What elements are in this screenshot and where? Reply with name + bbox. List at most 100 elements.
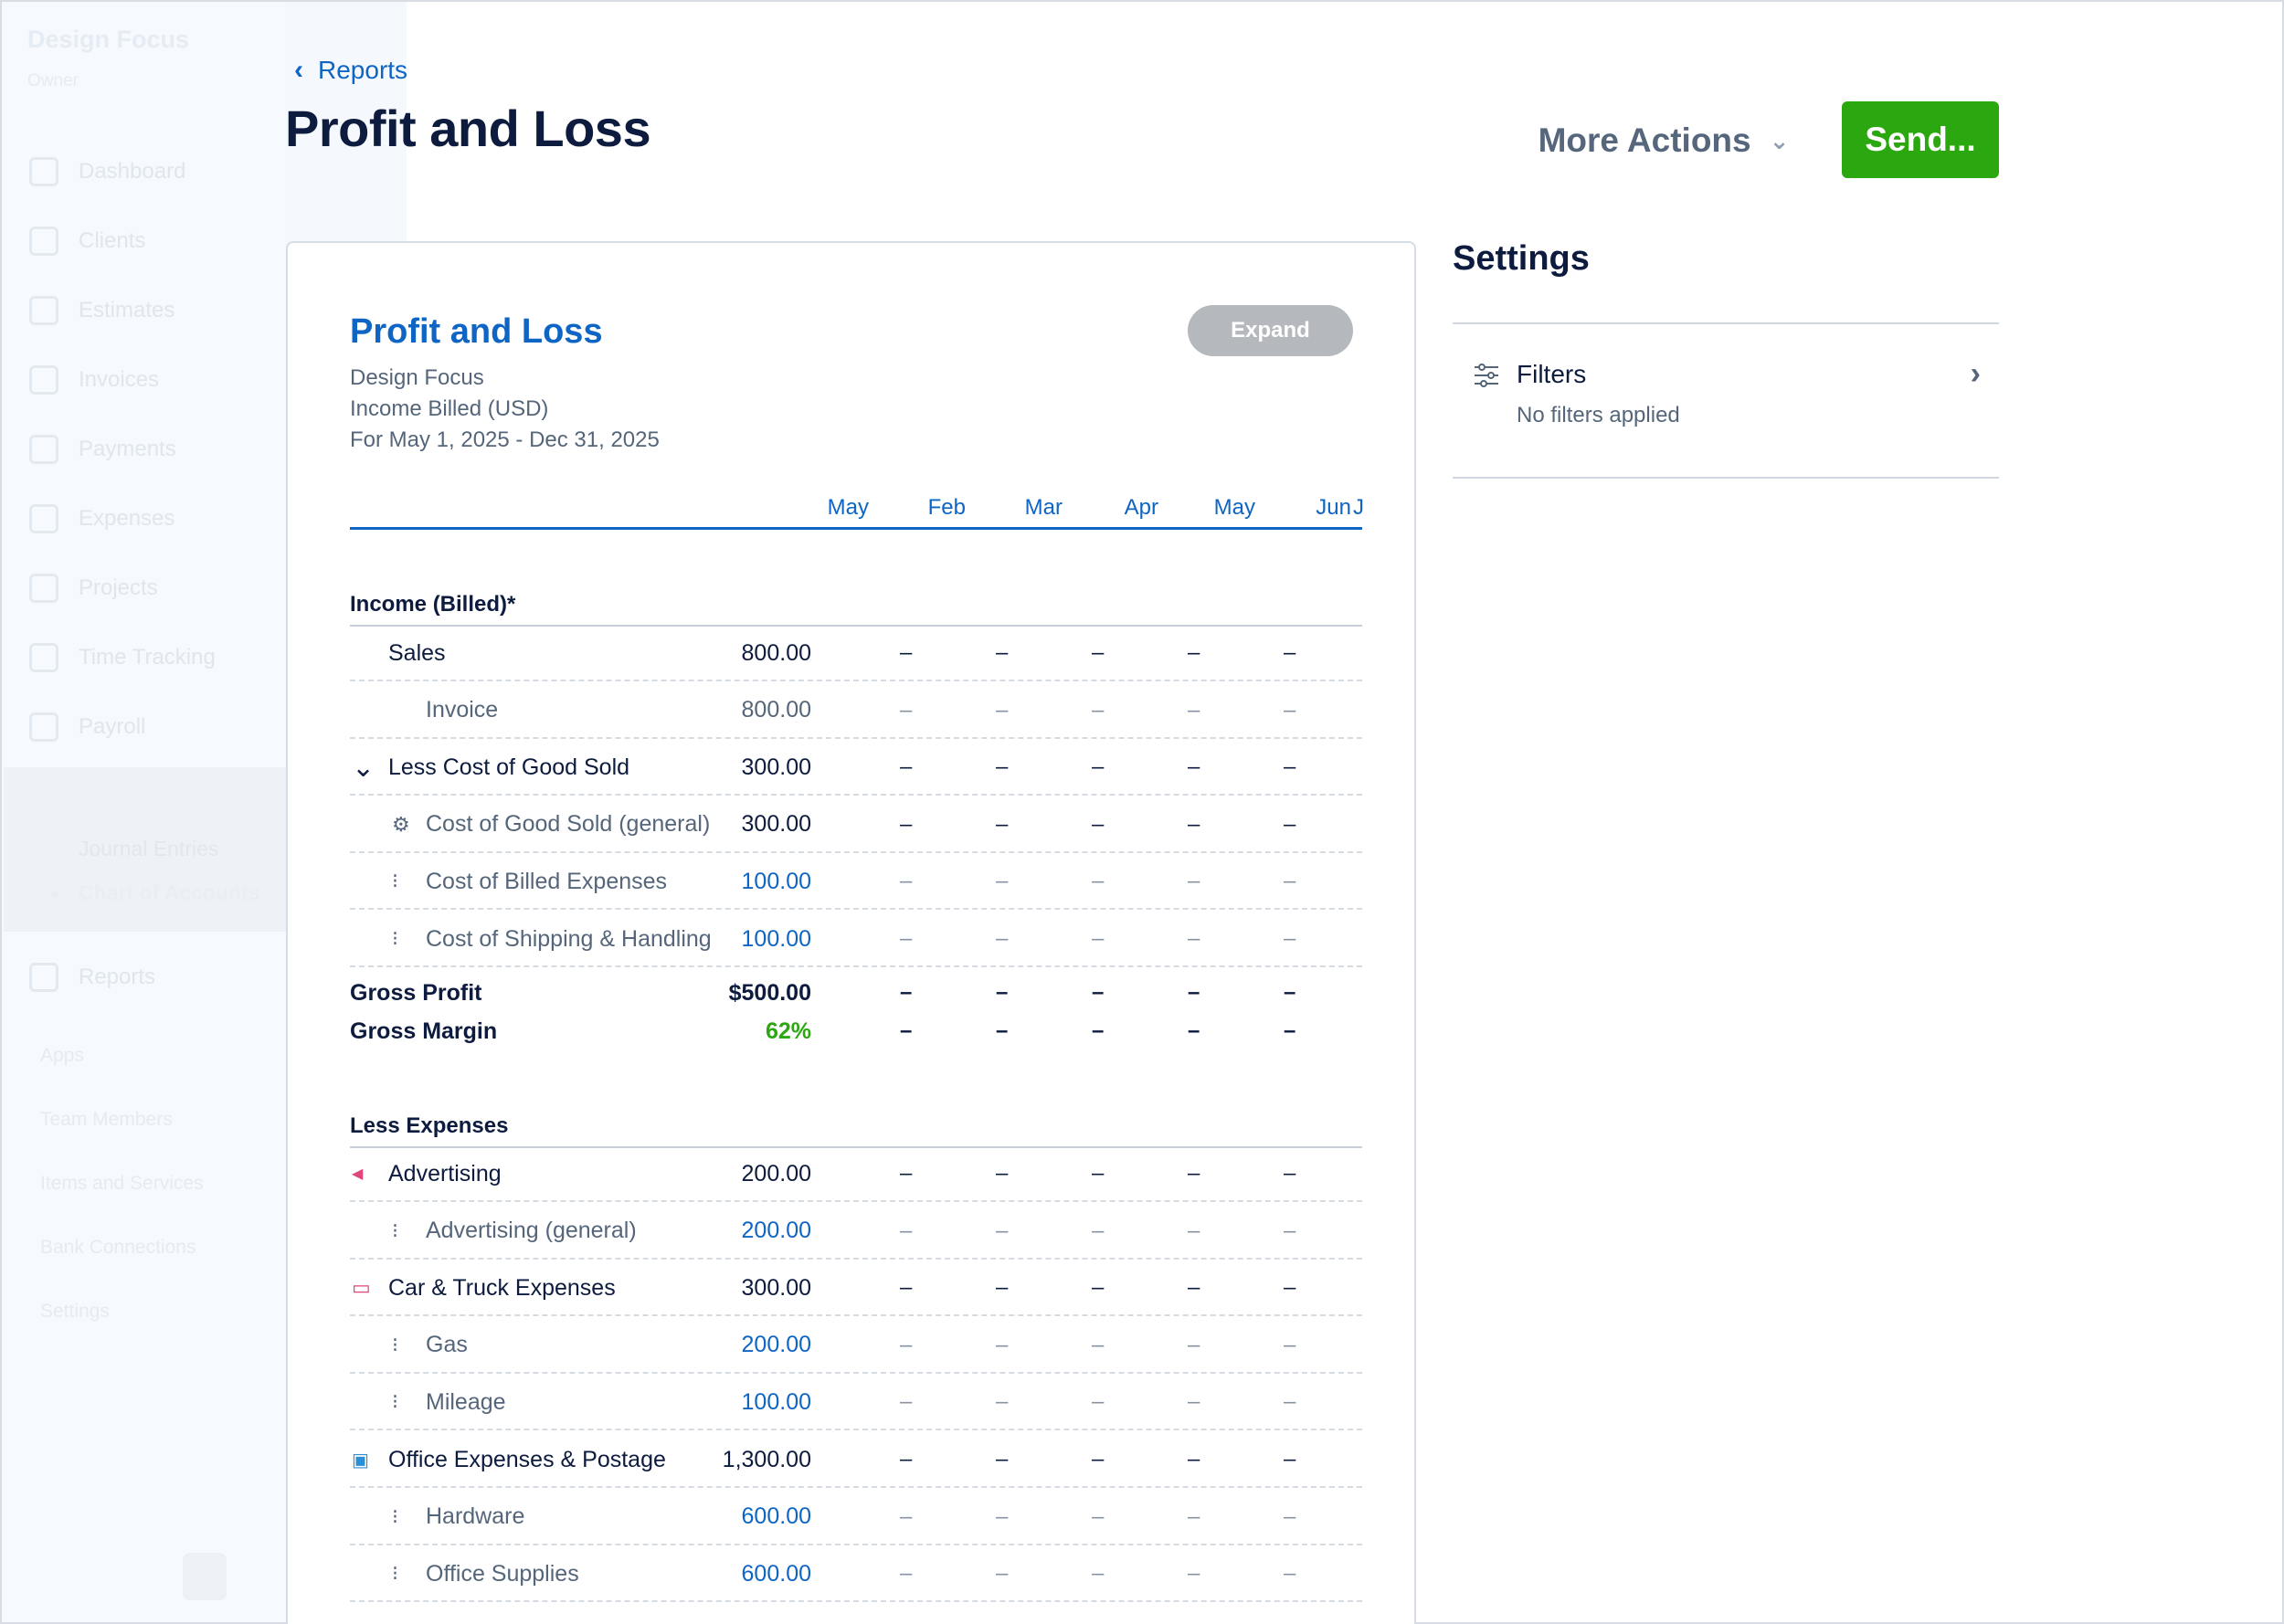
more-actions-label: More Actions xyxy=(1538,121,1751,159)
column-header[interactable]: Apr xyxy=(1124,495,1158,520)
empty-cell-dash: – xyxy=(996,926,1009,951)
column-header[interactable]: May xyxy=(1213,495,1255,520)
report-row: ⁝ Cost of Shipping & Handling 100.00 – – – – – xyxy=(350,911,1362,967)
row-label: Mileage xyxy=(426,1388,506,1415)
row-total-value[interactable]: 600.00 xyxy=(741,1560,811,1587)
empty-cell-dash: – xyxy=(1284,1332,1296,1357)
report-row: ⁝ Mileage 100.00 – – – – – xyxy=(350,1374,1362,1431)
row-label: Less Cost of Good Sold xyxy=(388,754,630,780)
report-row: ⁝ Hardware 600.00 – – – – – xyxy=(350,1489,1362,1545)
sidebar-subitem-journal-entries[interactable]: Journal Entries xyxy=(79,837,219,860)
filters-row[interactable]: Filters No filters applied › xyxy=(1453,345,1999,455)
empty-cell-dash: – xyxy=(1284,1503,1296,1529)
column-header[interactable]: Feb xyxy=(927,495,966,520)
empty-cell-dash: – xyxy=(1188,1161,1200,1186)
empty-cell-dash: – xyxy=(1092,1332,1105,1357)
row-total-value[interactable]: 100.00 xyxy=(741,868,811,894)
column-header[interactable]: Jun xyxy=(1316,495,1351,520)
sidebar-link-team-members[interactable]: Team Members xyxy=(40,1109,173,1130)
empty-cell-dash: – xyxy=(900,926,913,951)
sidebar-item-clients[interactable]: Clients xyxy=(29,223,145,259)
empty-cell-dash: – xyxy=(900,640,913,665)
empty-cell-dash: – xyxy=(900,1161,913,1186)
report-company: Design Focus xyxy=(350,365,484,390)
sidebar-item-payments[interactable]: Payments xyxy=(29,431,176,468)
sidebar-item-invoices[interactable]: Invoices xyxy=(29,362,159,398)
row-total-value[interactable]: 100.00 xyxy=(741,1388,811,1415)
report-row: ⚙ Cost of Good Sold (general) 300.00 – – – – – xyxy=(350,796,1362,853)
report-row: Invoice 800.00 – – – – – xyxy=(350,682,1362,739)
row-total-value: 300.00 xyxy=(741,1274,811,1301)
row-total-value[interactable]: 600.00 xyxy=(741,1503,811,1530)
divider xyxy=(1453,322,1999,324)
section-expenses-label: Less Expenses xyxy=(350,1113,509,1138)
gross-margin-row: Gross Margin 62% – – – – – xyxy=(350,1012,1362,1050)
empty-cell-dash: – xyxy=(1092,869,1105,894)
sidebar-subitem-chart-of-accounts[interactable]: Chart of Accounts xyxy=(79,881,260,904)
sidebar-item-reports[interactable]: Reports xyxy=(29,959,155,996)
row-total-value[interactable]: 100.00 xyxy=(741,925,811,952)
column-header[interactable]: May xyxy=(827,495,869,520)
chevron-down-icon[interactable]: ⌄ xyxy=(352,752,375,783)
empty-cell-dash: – xyxy=(1188,1218,1200,1243)
chevron-left-icon: ‹ xyxy=(294,55,303,85)
sidebar-link-settings[interactable]: Settings xyxy=(40,1301,110,1322)
page-title: Profit and Loss xyxy=(285,100,651,157)
empty-cell-dash: – xyxy=(900,1275,913,1301)
empty-cell-dash: – xyxy=(1092,926,1105,951)
column-header[interactable]: Mar xyxy=(1024,495,1063,520)
row-total-value[interactable]: 200.00 xyxy=(741,1218,811,1244)
empty-cell-dash: – xyxy=(900,1332,913,1357)
column-header[interactable]: J xyxy=(1353,495,1364,520)
gross-margin-value: 62% xyxy=(765,1018,811,1044)
dashboard-icon xyxy=(29,157,58,186)
report-title: Profit and Loss xyxy=(350,312,603,351)
empty-cell-dash: – xyxy=(1092,1018,1105,1043)
empty-cell-dash: – xyxy=(1092,1503,1105,1529)
sidebar-company-name[interactable]: Design Focus xyxy=(27,26,190,53)
empty-cell-dash: – xyxy=(1092,697,1105,722)
row-label: Advertising xyxy=(388,1160,502,1186)
empty-cell-dash: – xyxy=(1092,1218,1105,1243)
sidebar-item-time-tracking[interactable]: Time Tracking xyxy=(29,639,216,676)
freshbooks-logo xyxy=(183,1553,227,1600)
report-row: ⁝ Gas 200.00 – – – – – xyxy=(350,1317,1362,1374)
empty-cell-dash: – xyxy=(1284,754,1296,780)
gross-profit-value: $500.00 xyxy=(728,979,811,1006)
back-to-reports-link[interactable]: ‹ Reports xyxy=(294,55,407,86)
sidebar-item-projects[interactable]: Projects xyxy=(29,570,158,606)
empty-cell-dash: – xyxy=(900,1018,913,1043)
send-button[interactable]: Send... xyxy=(1842,101,1999,178)
empty-cell-dash: – xyxy=(900,1447,913,1471)
sidebar-link-apps[interactable]: Apps xyxy=(40,1045,84,1066)
row-total-value: 200.00 xyxy=(741,1160,811,1186)
report-period: For May 1, 2025 - Dec 31, 2025 xyxy=(350,427,660,452)
row-label: Car & Truck Expenses xyxy=(388,1274,616,1301)
sidebar-item-label: Estimates xyxy=(79,298,175,322)
sidebar-item-expenses[interactable]: Expenses xyxy=(29,501,174,537)
empty-cell-dash: – xyxy=(996,1447,1009,1471)
row-total-value[interactable]: 200.00 xyxy=(741,1332,811,1358)
empty-cell-dash: – xyxy=(1284,869,1296,894)
empty-cell-dash: – xyxy=(996,754,1009,780)
empty-cell-dash: – xyxy=(900,1218,913,1243)
more-actions-dropdown[interactable]: More Actions ⌄ xyxy=(1517,102,1811,179)
empty-cell-dash: – xyxy=(1284,1561,1296,1587)
sidebar-item-payroll[interactable]: Payroll xyxy=(29,709,145,745)
empty-cell-dash: – xyxy=(1092,1561,1105,1587)
row-label: Cost of Billed Expenses xyxy=(426,868,668,894)
sidebar-item-label: Reports xyxy=(79,965,156,989)
column-header-row: May Feb Mar Apr May Jun J xyxy=(350,495,1364,530)
sidebar-link-items-services[interactable]: Items and Services xyxy=(40,1173,204,1194)
report-row: ⁝ Office Supplies 600.00 – – – – – xyxy=(350,1545,1362,1603)
empty-cell-dash: – xyxy=(1092,1275,1105,1301)
sidebar-link-bank-connections[interactable]: Bank Connections xyxy=(40,1237,196,1258)
dots-icon: ⁝ xyxy=(392,870,398,893)
expand-button[interactable]: Expand xyxy=(1188,305,1353,356)
sidebar-item-estimates[interactable]: Estimates xyxy=(29,292,174,329)
sidebar-item-label: Payroll xyxy=(79,714,146,739)
report-row: ▭ Car & Truck Expenses 300.00 – – – – – xyxy=(350,1260,1362,1317)
sidebar-item-dashboard[interactable]: Dashboard xyxy=(29,153,185,190)
row-total-value: 300.00 xyxy=(741,754,811,780)
empty-cell-dash: – xyxy=(996,869,1009,894)
